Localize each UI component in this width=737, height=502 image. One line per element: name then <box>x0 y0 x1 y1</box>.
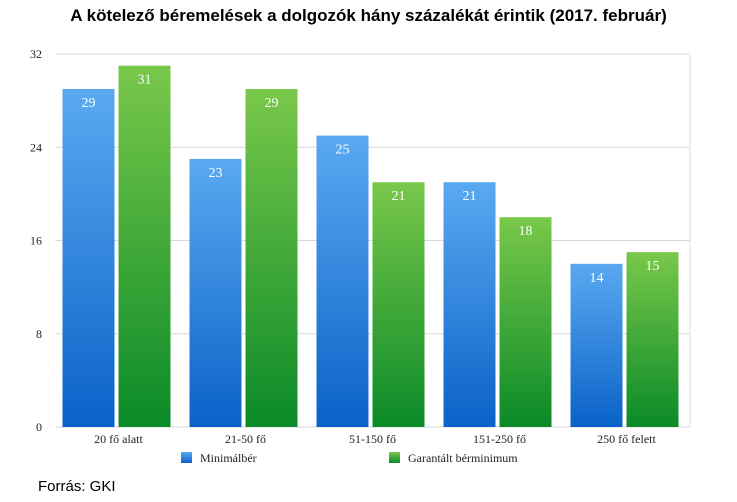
source-note: Forrás: GKI <box>38 478 116 495</box>
data-label: 31 <box>138 73 152 88</box>
bar-minimalber-4 <box>570 263 623 427</box>
y-tick-label: 32 <box>30 47 42 61</box>
data-label: 21 <box>392 189 406 204</box>
bar-garantalt-3 <box>499 217 552 427</box>
bar-garantalt-0 <box>118 65 171 427</box>
bar-garantalt-2 <box>372 182 425 427</box>
x-category-label: 21-50 fő <box>225 432 266 446</box>
bar-minimalber-1 <box>189 158 242 427</box>
x-category-label: 51-150 fő <box>349 432 396 446</box>
data-label: 21 <box>463 189 477 204</box>
legend-label-0: Minimálbér <box>200 451 257 465</box>
data-label: 14 <box>590 271 604 286</box>
legend-swatch-1 <box>389 452 400 463</box>
y-tick-label: 24 <box>30 140 42 154</box>
bar-minimalber-2 <box>316 135 369 427</box>
bar-minimalber-0 <box>62 88 115 427</box>
chart-title: A kötelező béremelések a dolgozók hány s… <box>70 6 667 25</box>
legend: Minimálbér Garantált bérminimum <box>181 451 518 465</box>
bar-minimalber-3 <box>443 182 496 427</box>
data-label: 15 <box>646 259 660 274</box>
data-labels: 29 31 23 29 25 21 21 18 14 15 <box>82 73 660 286</box>
y-tick-label: 16 <box>30 234 42 248</box>
legend-swatch-0 <box>181 452 192 463</box>
y-tick-label: 8 <box>36 327 42 341</box>
y-tick-label: 0 <box>36 420 42 434</box>
legend-label-1: Garantált bérminimum <box>408 451 518 465</box>
data-label: 23 <box>209 166 223 181</box>
bars <box>62 65 679 427</box>
bar-garantalt-1 <box>245 88 298 427</box>
x-category-label: 151-250 fő <box>473 432 526 446</box>
bar-garantalt-4 <box>626 252 679 427</box>
data-label: 25 <box>336 143 350 158</box>
data-label: 29 <box>82 96 96 111</box>
y-axis-ticks: 0 8 16 24 32 <box>30 47 42 434</box>
x-category-label: 20 fő alatt <box>94 432 143 446</box>
data-label: 18 <box>519 224 533 239</box>
x-axis-labels: 20 fő alatt 21-50 fő 51-150 fő 151-250 fő 25… <box>94 432 656 446</box>
data-label: 29 <box>265 96 279 111</box>
x-category-label: 250 fő felett <box>597 432 656 446</box>
